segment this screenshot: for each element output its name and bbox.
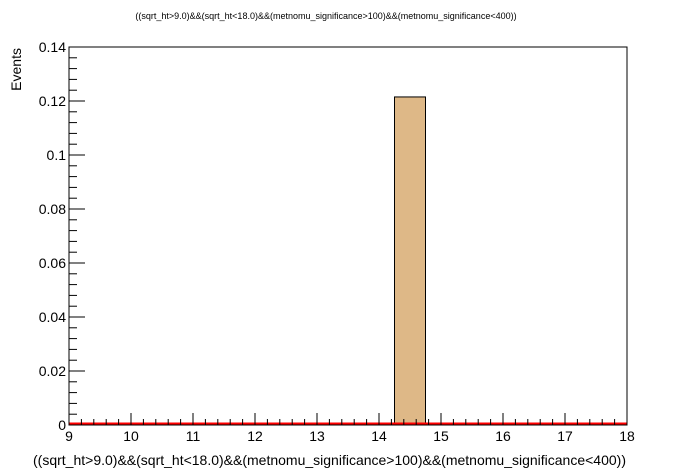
y-tick-label: 0.04 bbox=[39, 309, 66, 325]
x-tick-label: 15 bbox=[433, 428, 449, 444]
x-tick-label: 10 bbox=[123, 428, 139, 444]
x-tick-label: 12 bbox=[247, 428, 263, 444]
x-tick-label: 13 bbox=[309, 428, 325, 444]
y-tick-label: 0.08 bbox=[39, 201, 66, 217]
y-tick-label: 0.06 bbox=[39, 255, 66, 271]
y-tick-label: 0.02 bbox=[39, 363, 66, 379]
y-tick-label: 0.12 bbox=[39, 93, 66, 109]
x-tick-label: 9 bbox=[65, 428, 73, 444]
x-axis-label: ((sqrt_ht>9.0)&&(sqrt_ht<18.0)&&(metnomu… bbox=[33, 452, 626, 468]
histogram-bar-0 bbox=[394, 96, 426, 426]
histogram-bars bbox=[394, 96, 426, 426]
y-axis-label: Events bbox=[8, 48, 24, 91]
y-axis-ticks: 0 0.02 0.04 0.06 0.08 0.1 0.12 0.14 bbox=[39, 39, 85, 433]
y-tick-label: 0.1 bbox=[47, 147, 67, 163]
x-axis-ticks: 9 10 11 12 13 14 15 16 17 18 bbox=[65, 413, 635, 444]
x-tick-label: 18 bbox=[619, 428, 635, 444]
x-tick-label: 11 bbox=[186, 428, 201, 444]
x-tick-label: 17 bbox=[557, 428, 573, 444]
x-tick-label: 16 bbox=[495, 428, 511, 444]
y-tick-label: 0.14 bbox=[39, 39, 66, 55]
chart-title: ((sqrt_ht>9.0)&&(sqrt_ht<18.0)&&(metnomu… bbox=[135, 11, 516, 21]
x-tick-label: 14 bbox=[371, 428, 387, 444]
plot-frame bbox=[68, 46, 628, 426]
y-tick-label: 0 bbox=[58, 417, 66, 433]
